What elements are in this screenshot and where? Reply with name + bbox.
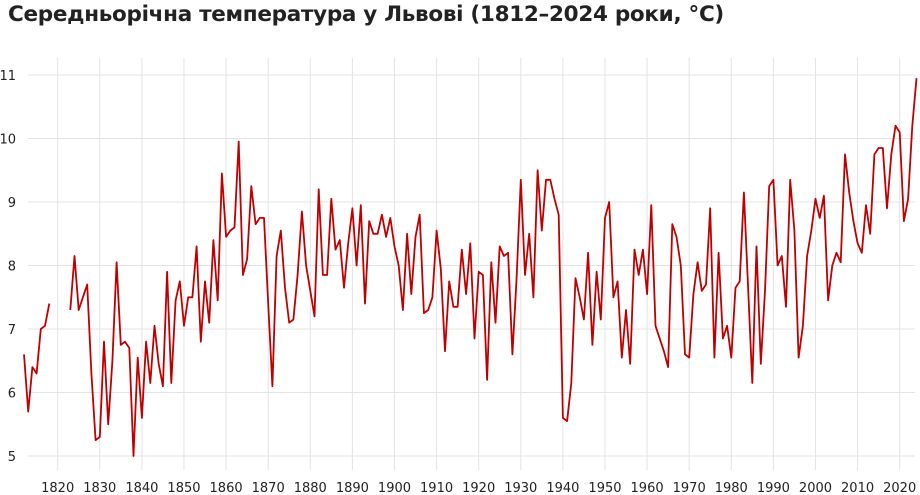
x-tick-label-1950: 1950: [588, 481, 621, 495]
x-tick-label-1850: 1850: [167, 481, 200, 495]
series-line-segment-1: [23, 303, 51, 413]
x-tick-label-1970: 1970: [673, 481, 706, 495]
x-tick-label-1900: 1900: [378, 481, 411, 495]
x-tick-label-2020: 2020: [883, 481, 916, 495]
chart-title: Середньорічна температура у Львові (1812…: [8, 2, 724, 27]
y-tick-label-7: 7: [8, 323, 16, 338]
x-tick-label-2010: 2010: [841, 481, 874, 495]
x-tick-label-1820: 1820: [41, 481, 74, 495]
y-tick-label-6: 6: [8, 387, 16, 402]
y-tick-label-8: 8: [8, 260, 16, 275]
x-tick-label-1910: 1910: [420, 481, 453, 495]
x-tick-label-1930: 1930: [504, 481, 537, 495]
y-tick-label-5: 5: [8, 450, 16, 465]
x-tick-label-1890: 1890: [336, 481, 369, 495]
y-axis-tick-labels: 5 6 7 8 9 10 11: [0, 69, 16, 465]
x-tick-label-1830: 1830: [83, 481, 116, 495]
x-tick-label-2000: 2000: [799, 481, 832, 495]
x-tick-label-1920: 1920: [462, 481, 495, 495]
x-tick-label-1960: 1960: [631, 481, 664, 495]
y-tick-label-11: 11: [0, 69, 16, 84]
temperature-series: [23, 78, 918, 457]
x-tick-label-1870: 1870: [252, 481, 285, 495]
chart-grid: [28, 58, 915, 470]
x-tick-label-1990: 1990: [757, 481, 790, 495]
x-tick-label-1940: 1940: [546, 481, 579, 495]
y-tick-label-9: 9: [8, 196, 16, 211]
x-axis-tick-labels: 1820 1830 1840 1850 1860 1870 1880 1890 1900 1910…: [41, 481, 916, 495]
x-tick-label-1880: 1880: [294, 481, 327, 495]
x-tick-label-1980: 1980: [715, 481, 748, 495]
x-tick-label-1840: 1840: [125, 481, 158, 495]
series-line-segment-2: [69, 78, 918, 457]
y-tick-label-10: 10: [0, 133, 16, 148]
x-tick-label-1860: 1860: [210, 481, 243, 495]
